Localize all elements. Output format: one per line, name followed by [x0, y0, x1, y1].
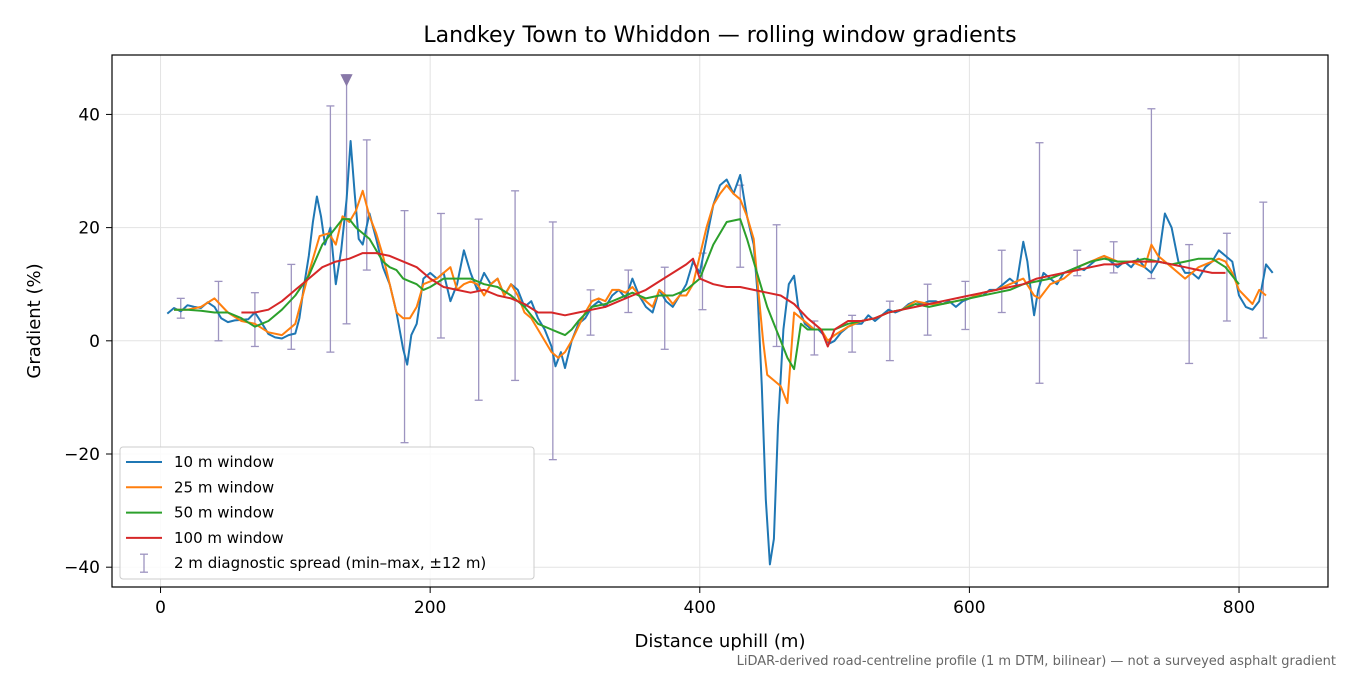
errorbar — [1259, 201, 1268, 339]
legend-entry: 50 m window — [126, 504, 274, 522]
errorbar — [772, 224, 781, 348]
errorbar — [660, 266, 669, 350]
errorbar — [250, 292, 259, 348]
footnote: LiDAR-derived road-centreline profile (1… — [737, 654, 1336, 669]
legend-label: 100 m window — [174, 529, 284, 547]
series-line-100-m-window — [241, 252, 1226, 348]
series-line-50-m-window — [174, 218, 1240, 371]
x-axis-label: Distance uphill (m) — [635, 631, 806, 652]
peak-marker: ▼ — [340, 70, 353, 89]
errorbar — [474, 218, 483, 401]
series-line-25-m-window — [174, 184, 1267, 405]
y-tick-label: −20 — [64, 445, 100, 465]
errorbar — [214, 280, 223, 342]
errorbar — [586, 289, 595, 336]
errorbar — [511, 190, 520, 382]
y-tick-label: −40 — [64, 558, 100, 578]
errorbar — [997, 249, 1006, 314]
legend-label: 25 m window — [174, 478, 274, 496]
errorbar — [400, 209, 409, 444]
errorbar — [176, 297, 185, 319]
y-tick-label: 20 — [78, 219, 100, 239]
y-axis-label: Gradient (%) — [24, 263, 45, 378]
marker-layer: ▼ — [340, 70, 353, 89]
legend-label: 10 m window — [174, 453, 274, 471]
errorbar-layer — [176, 74, 1268, 461]
chart-title: Landkey Town to Whiddon — rolling window… — [423, 23, 1016, 48]
legend-entry: 2 m diagnostic spread (min–max, ±12 m) — [140, 553, 486, 573]
errorbar — [1109, 241, 1118, 274]
x-tick-label: 400 — [684, 598, 716, 618]
series-layer — [166, 140, 1274, 566]
errorbar — [1222, 232, 1231, 322]
legend: 10 m window 25 m window 50 m window 100 m w… — [119, 446, 535, 580]
x-tick-label: 800 — [1223, 598, 1255, 618]
errorbar — [548, 221, 557, 461]
y-tick-label: 40 — [78, 105, 100, 125]
legend-box — [119, 446, 535, 580]
errorbar — [1147, 108, 1156, 280]
errorbar — [1185, 243, 1194, 365]
tick-layer: 0 200 400 600 800 −40 −20 0 20 40 — [64, 105, 1255, 618]
y-tick-label: 0 — [89, 332, 100, 352]
errorbar — [287, 263, 296, 350]
errorbar — [961, 280, 970, 331]
legend-entry: 100 m window — [126, 529, 284, 547]
legend-entry: 10 m window — [126, 453, 274, 471]
errorbar — [923, 283, 932, 336]
legend-label: 2 m diagnostic spread (min–max, ±12 m) — [174, 554, 486, 572]
plot-frame — [111, 54, 1329, 588]
x-tick-label: 0 — [155, 598, 166, 618]
errorbar — [1073, 249, 1082, 277]
x-tick-label: 200 — [414, 598, 446, 618]
x-tick-label: 600 — [953, 598, 985, 618]
legend-label: 50 m window — [174, 504, 274, 522]
errorbar — [1035, 142, 1044, 384]
legend-entry: 25 m window — [126, 478, 274, 496]
